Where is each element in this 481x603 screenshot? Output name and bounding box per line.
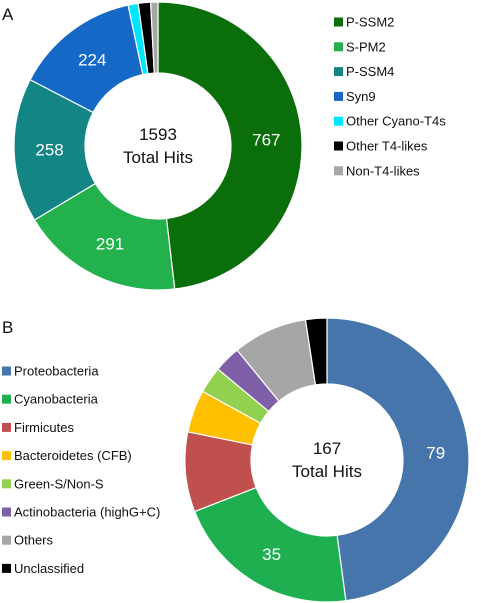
legend-swatch-proteobacteria — [2, 366, 11, 376]
panel-label: B — [2, 318, 13, 337]
slice-value-label: 35 — [262, 545, 281, 564]
legend-label-non-t4-likes: Non-T4-likes — [346, 163, 420, 178]
panel-label: A — [2, 5, 14, 24]
center-total-value: 167 — [313, 439, 341, 458]
center-total-caption: Total Hits — [123, 148, 193, 167]
legend-swatch-actinobacteria-highg-c — [2, 507, 11, 517]
legend-label-other-t4-likes: Other T4-likes — [346, 139, 428, 154]
legend-swatch-firmicutes — [2, 422, 11, 432]
slice-cyanobacteria — [193, 486, 347, 603]
slice-s-pm2 — [33, 182, 176, 291]
legend-label-green-s-non-s: Green-S/Non-S — [14, 476, 104, 491]
legend: P-SSM2 S-PM2 P-SSM4 Syn9 Other Cyano-T4s Othe… — [334, 15, 446, 178]
legend-swatch-other-t4-likes — [334, 141, 343, 151]
legend-label-cyanobacteria: Cyanobacteria — [14, 392, 99, 407]
slice-value-label: 291 — [96, 234, 124, 253]
center-total-caption: Total Hits — [292, 462, 362, 481]
legend-swatch-unclassified — [2, 563, 11, 573]
slice-p-ssm2 — [157, 1, 303, 290]
slice-value-label: 767 — [252, 131, 280, 150]
slice-value-label: 79 — [426, 444, 445, 463]
slice-proteobacteria — [326, 317, 470, 602]
legend-label-firmicutes: Firmicutes — [14, 420, 74, 435]
legend-label-s-pm2: S-PM2 — [346, 39, 386, 54]
legend-label-bacteroidetes-cfb: Bacteroidetes (CFB) — [14, 448, 132, 463]
slice-value-label: 224 — [78, 51, 106, 70]
legend-swatch-non-t4-likes — [334, 166, 343, 176]
slice-non-t4-likes — [149, 1, 159, 74]
legend-swatch-others — [2, 535, 11, 545]
legend-swatch-syn9 — [334, 91, 343, 101]
legend-label-others: Others — [14, 533, 54, 548]
legend-swatch-p-ssm4 — [334, 67, 343, 77]
slice-value-label: 258 — [35, 140, 63, 159]
legend-label-actinobacteria-highg-c: Actinobacteria (highG+C) — [14, 505, 160, 520]
legend-swatch-other-cyano-t4s — [334, 116, 343, 126]
legend-label-unclassified: Unclassified — [14, 561, 84, 576]
legend: Proteobacteria Cyanobacteria Firmicutes Bac… — [2, 364, 160, 576]
legend-swatch-cyanobacteria — [2, 394, 11, 404]
legend-swatch-bacteroidetes-cfb — [2, 451, 11, 461]
legend-swatch-p-ssm2 — [334, 17, 343, 27]
legend-label-proteobacteria: Proteobacteria — [14, 364, 99, 379]
legend-label-syn9: Syn9 — [346, 89, 376, 104]
legend-label-other-cyano-t4s: Other Cyano-T4s — [346, 114, 446, 129]
slice-unclassified — [304, 317, 328, 386]
center-total-value: 1593 — [139, 125, 177, 144]
legend-swatch-green-s-non-s — [2, 479, 11, 489]
legend-label-p-ssm4: P-SSM4 — [346, 64, 394, 79]
pie-chart-b: B 79 35 167 Total Hits Proteobacteria Cyanobac… — [2, 317, 470, 603]
legend-swatch-s-pm2 — [334, 42, 343, 52]
legend-label-p-ssm2: P-SSM2 — [346, 15, 394, 30]
